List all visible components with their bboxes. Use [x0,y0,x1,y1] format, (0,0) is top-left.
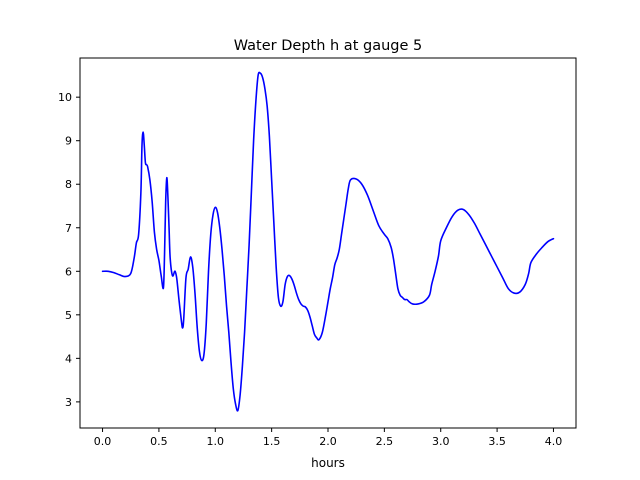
y-axis: 3 4 5 6 7 8 9 10 [58,91,80,409]
y-tick-label: 8 [65,178,72,191]
y-tick-label: 5 [65,309,72,322]
y-tick-label: 3 [65,396,72,409]
x-axis-label: hours [311,456,345,470]
x-tick-label: 4.0 [545,435,563,448]
x-tick-label: 2.0 [319,435,337,448]
x-axis: 0.0 0.5 1.0 1.5 2.0 2.5 3.0 3.5 4.0 [94,428,562,448]
y-tick-label: 9 [65,135,72,148]
y-tick-label: 4 [65,352,72,365]
chart-title: Water Depth h at gauge 5 [234,38,422,54]
x-tick-label: 1.0 [207,435,225,448]
x-tick-label: 0.5 [150,435,168,448]
x-tick-label: 0.0 [94,435,112,448]
y-tick-label: 7 [65,222,72,235]
y-tick-label: 10 [58,91,72,104]
x-tick-label: 1.5 [263,435,281,448]
x-tick-label: 3.0 [432,435,450,448]
series-line-water-depth [101,71,555,412]
y-tick-label: 6 [65,265,72,278]
x-tick-label: 3.5 [488,435,506,448]
x-tick-label: 2.5 [376,435,394,448]
